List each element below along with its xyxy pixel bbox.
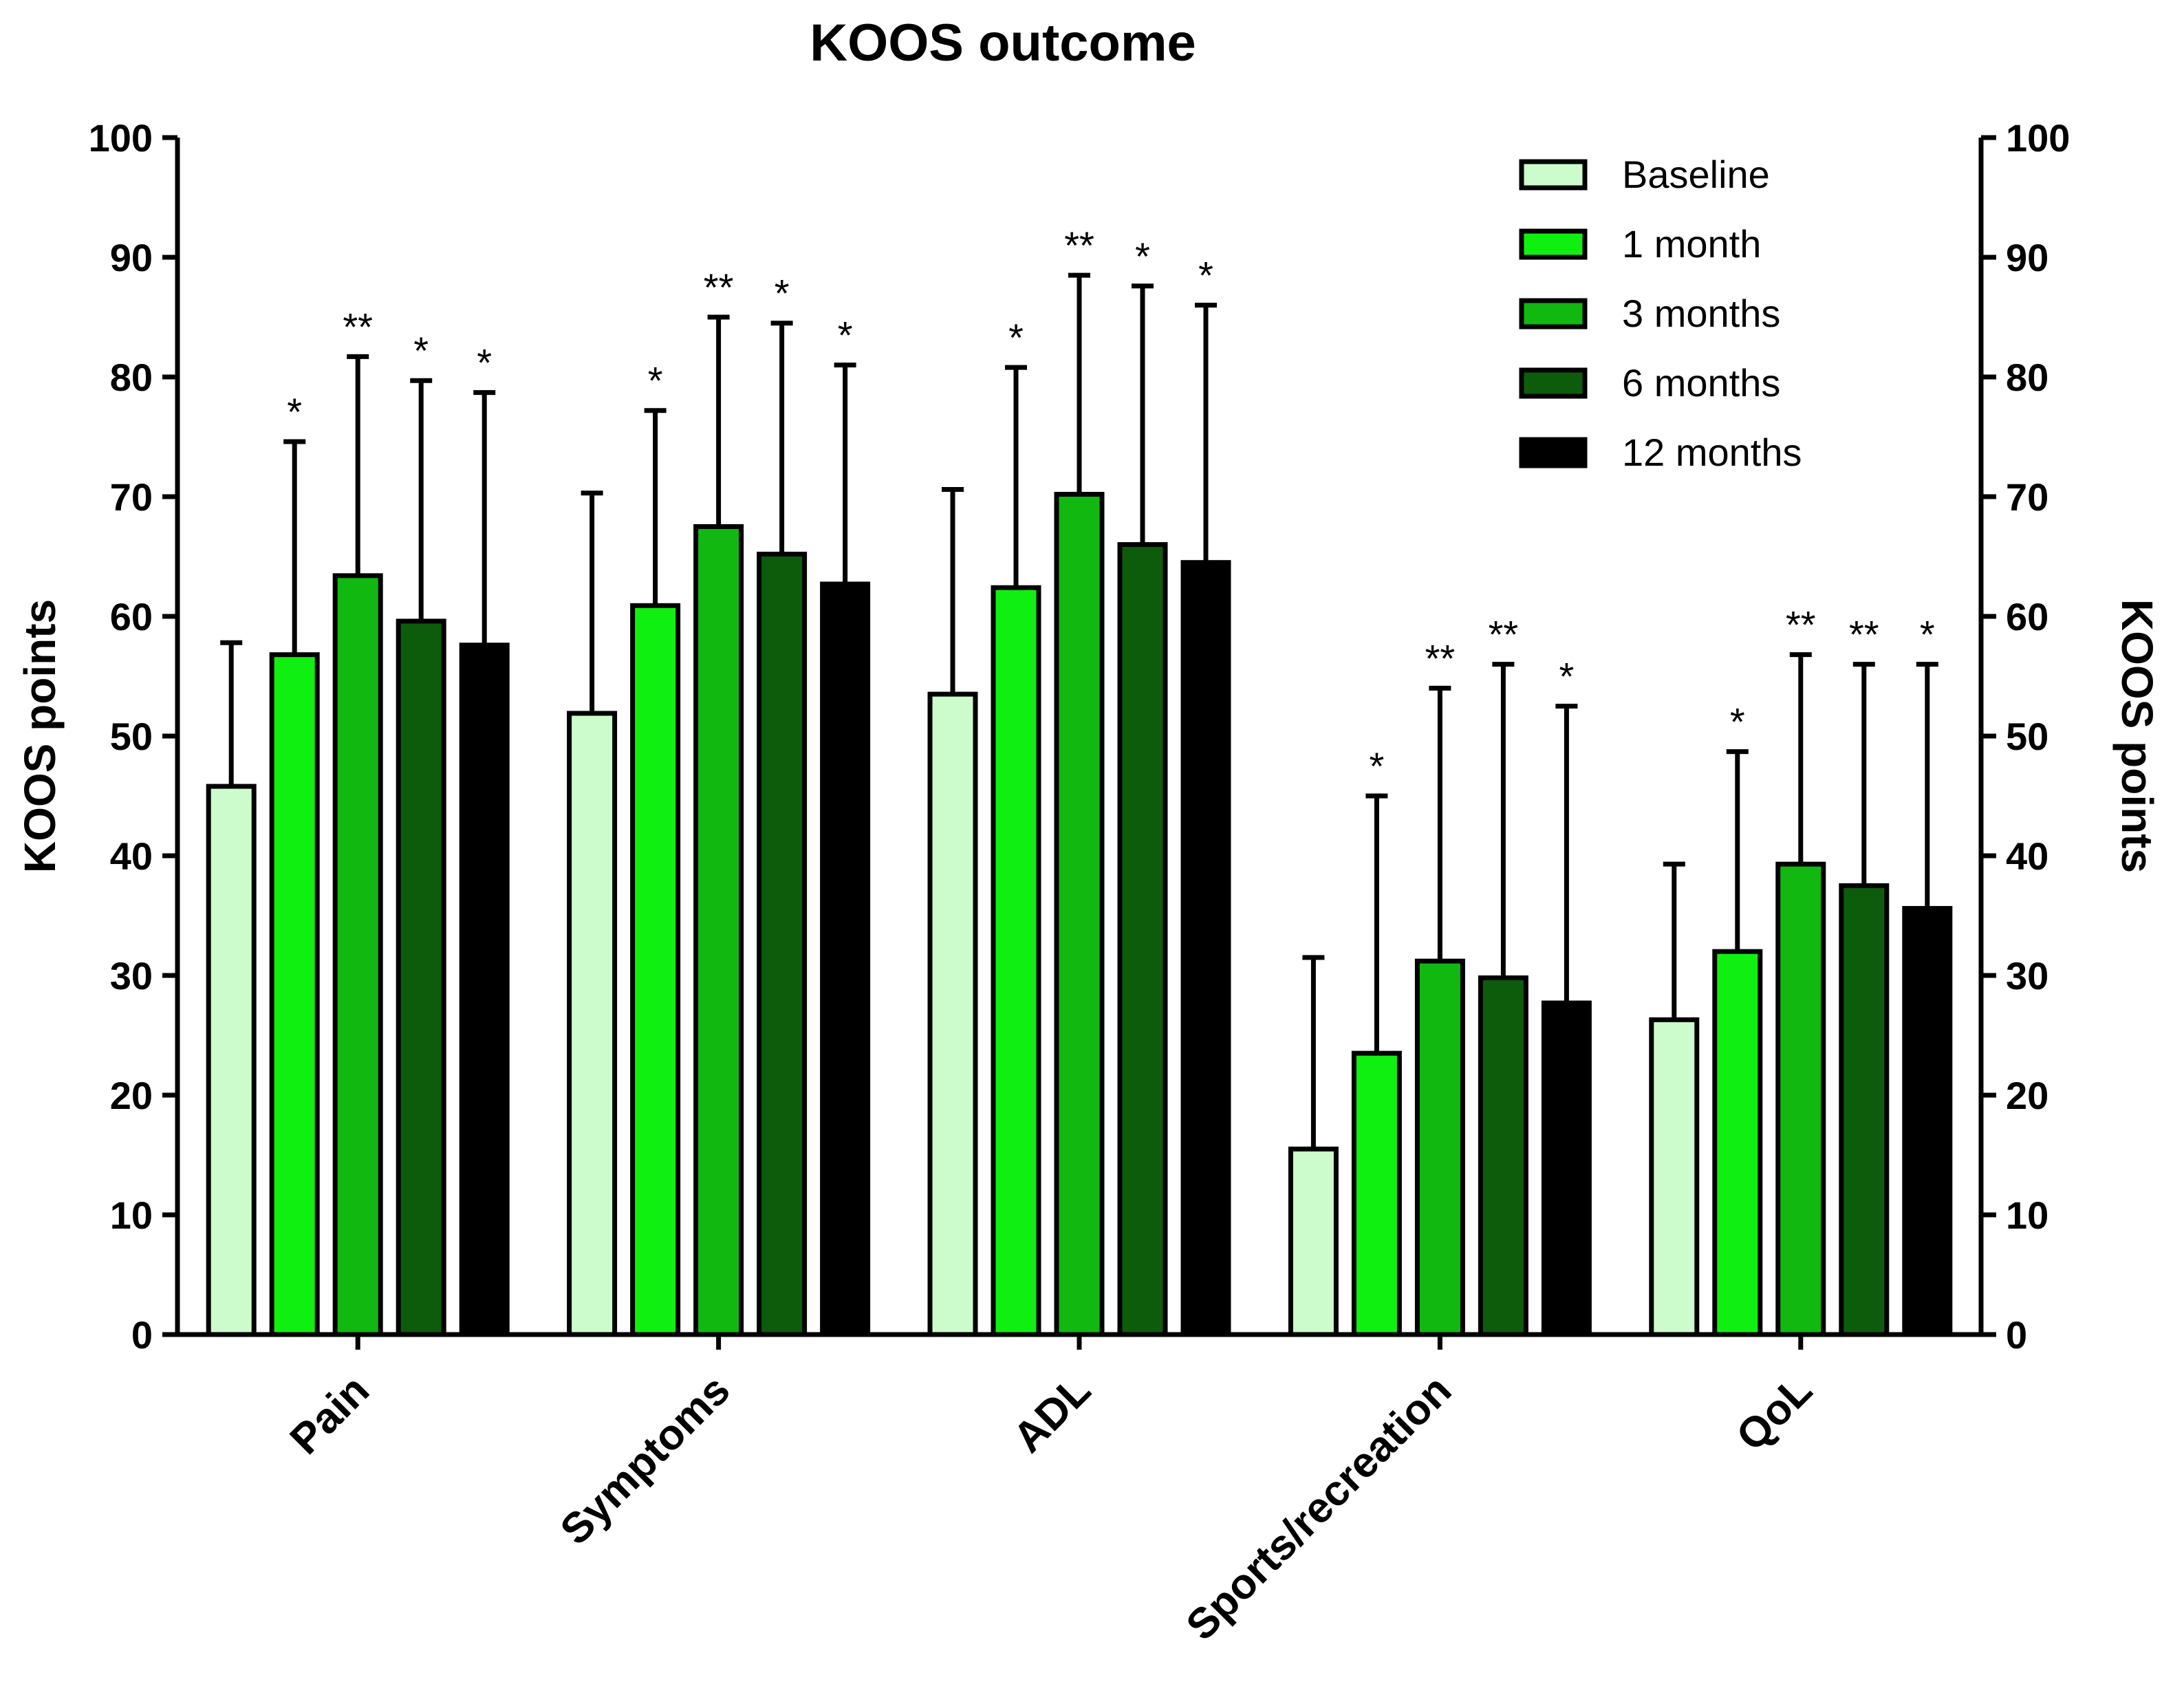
bar (1478, 975, 1528, 1337)
bar (630, 603, 681, 1337)
y-axis-label-left: KOOS points (15, 599, 65, 873)
legend-swatch (1519, 367, 1588, 399)
chart-title: KOOS outcome (810, 14, 1196, 72)
legend-label: 12 months (1622, 431, 1802, 474)
y-tick-label-right: 50 (2006, 715, 2048, 758)
bar-marks: **** * *** ** *** * ********** ** * (206, 224, 1953, 1337)
bar (820, 581, 871, 1337)
significance-marker: * (1730, 700, 1745, 744)
significance-marker: * (1559, 655, 1575, 698)
bar (396, 618, 446, 1337)
y-tick-label-right: 70 (2006, 475, 2048, 519)
significance-marker: ** (704, 266, 734, 309)
category-label: Sports/recreation (1177, 1366, 1460, 1650)
significance-marker: * (1198, 254, 1213, 297)
significance-marker: ** (1849, 613, 1879, 656)
y-tick-label-left: 80 (110, 356, 153, 399)
bar (1902, 906, 1953, 1337)
significance-marker: * (775, 272, 790, 315)
bar (1117, 542, 1168, 1337)
bar (1054, 492, 1105, 1337)
legend: Baseline 1 month 3 months 6 months 12 months (1519, 153, 1802, 474)
bar (1414, 958, 1465, 1337)
bar (927, 691, 978, 1337)
bar (1288, 1146, 1339, 1337)
legend-swatch (1519, 228, 1588, 260)
y-tick-label-left: 90 (110, 236, 153, 279)
bar (1712, 949, 1763, 1337)
significance-marker: ** (1064, 224, 1094, 267)
bar (1839, 883, 1890, 1337)
y-tick-label-left: 20 (110, 1074, 153, 1117)
legend-label: 1 month (1622, 222, 1761, 266)
bar (567, 711, 618, 1337)
category-label: Pain (281, 1366, 378, 1463)
significance-marker: * (1008, 316, 1024, 359)
bar (269, 652, 320, 1337)
significance-marker: * (477, 341, 492, 385)
y-tick-label-left: 40 (110, 834, 153, 878)
significance-marker: * (1135, 235, 1150, 278)
category-label: Symptoms (552, 1366, 739, 1554)
y-tick-label-right: 30 (2006, 954, 2048, 997)
significance-marker: * (1920, 613, 1935, 656)
y-axis-label-right: KOOS points (2112, 599, 2162, 873)
legend-swatch (1519, 298, 1588, 330)
significance-marker: * (1370, 744, 1385, 788)
significance-marker: * (838, 314, 853, 357)
category-labels: Pain Symptoms ADL Sports/recreation QoL (281, 1335, 1821, 1650)
legend-label: 6 months (1622, 361, 1780, 404)
bar (206, 784, 257, 1337)
y-tick-label-right: 10 (2006, 1194, 2048, 1237)
significance-marker: * (287, 390, 302, 433)
y-tick-label-left: 10 (110, 1194, 153, 1237)
y-tick-label-right: 40 (2006, 834, 2048, 878)
legend-swatch (1519, 437, 1588, 468)
significance-marker: * (413, 329, 429, 372)
y-tick-label-left: 60 (110, 595, 153, 638)
bar (1180, 560, 1231, 1337)
bar (757, 552, 808, 1337)
y-tick-label-right: 60 (2006, 595, 2048, 638)
y-tick-label-left: 70 (110, 475, 153, 519)
bar (1541, 1000, 1592, 1337)
y-tick-label-left: 30 (110, 954, 153, 997)
bar (693, 524, 744, 1337)
y-tick-label-right: 0 (2006, 1313, 2027, 1357)
significance-marker: * (648, 359, 663, 402)
bar (1649, 1017, 1700, 1337)
legend-label: 3 months (1622, 292, 1780, 335)
y-tick-label-left: 50 (110, 715, 153, 758)
y-tick-label-left: 100 (89, 116, 153, 160)
significance-marker: ** (1489, 613, 1519, 656)
legend-swatch (1519, 159, 1588, 191)
legend-label: Baseline (1622, 153, 1770, 196)
y-tick-label-left: 0 (131, 1313, 153, 1357)
bar (991, 585, 1041, 1337)
bar (332, 573, 383, 1337)
significance-marker: ** (1786, 603, 1816, 647)
bar (459, 643, 510, 1337)
significance-marker: ** (343, 305, 373, 348)
category-label: ADL (1004, 1366, 1100, 1462)
bar (1775, 861, 1826, 1337)
bar (1351, 1050, 1402, 1337)
y-tick-label-right: 20 (2006, 1074, 2048, 1117)
y-tick-label-right: 90 (2006, 236, 2048, 279)
category-label: QoL (1727, 1366, 1821, 1460)
y-tick-label-right: 100 (2006, 116, 2070, 160)
y-tick-label-right: 80 (2006, 356, 2048, 399)
y-ticks: 0 0 10 10 20 20 30 30 40 40 50 50 60 60 70 70 80 80 90 90 10… (89, 116, 2071, 1357)
significance-marker: ** (1425, 636, 1456, 680)
